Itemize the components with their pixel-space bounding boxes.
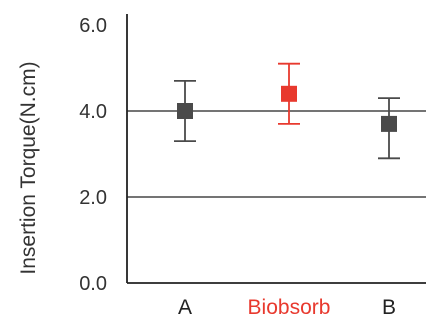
data-points — [174, 62, 400, 160]
y-tick-label: 4.0 — [79, 101, 107, 123]
x-tick-label: A — [178, 296, 192, 319]
axes — [126, 14, 426, 284]
mean-marker — [281, 85, 297, 102]
x-tick-label: B — [382, 296, 396, 319]
y-tick-label: 2.0 — [79, 187, 107, 209]
data-point-2 — [278, 62, 300, 125]
y-tick-labels: 0.0 2.0 4.0 6.0 — [79, 15, 107, 295]
y-tick-label: 0.0 — [79, 273, 107, 295]
y-axis-label: Insertion Torque(N.cm) — [17, 61, 40, 274]
data-point-1 — [174, 80, 196, 143]
mean-marker — [177, 103, 193, 119]
y-tick-label: 6.0 — [79, 15, 107, 37]
data-point-3 — [378, 97, 400, 160]
gridlines — [127, 110, 426, 198]
mean-marker — [381, 115, 397, 132]
x-tick-labels: A Biobsorb B — [178, 296, 396, 319]
x-tick-label: Biobsorb — [248, 296, 331, 319]
